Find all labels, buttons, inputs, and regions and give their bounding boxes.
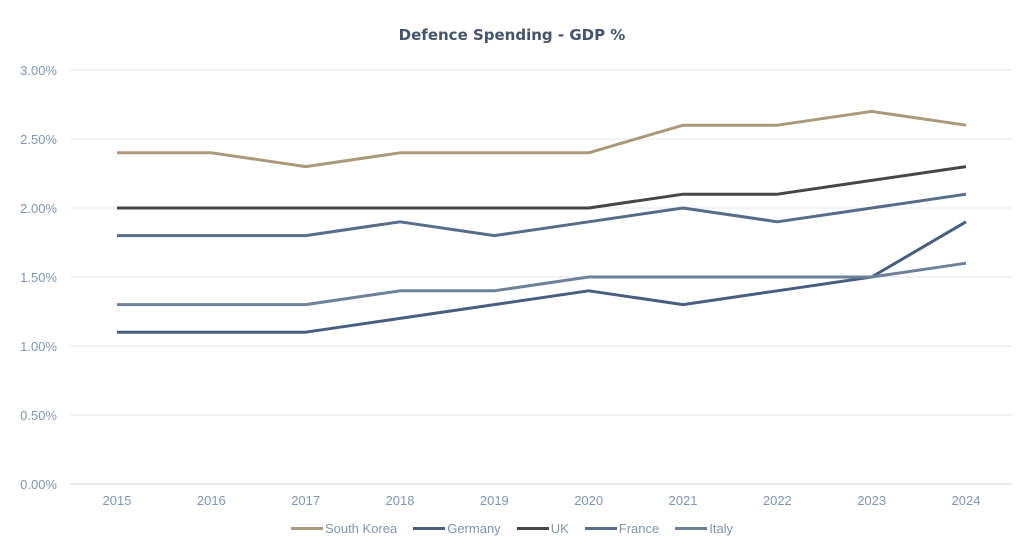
legend-label: Italy [709, 521, 734, 536]
x-tick-label: 2016 [197, 493, 226, 508]
x-tick-label: 2019 [480, 493, 509, 508]
x-axis-ticks: 2015 2016 2017 2018 2019 2020 2021 2022 2023 2024 [103, 493, 981, 508]
y-tick-label: 0.50% [20, 408, 57, 423]
y-axis-ticks: 0.00% 0.50% 1.00% 1.50% 2.00% 2.50% 3.00% [20, 63, 57, 492]
y-tick-label: 2.00% [20, 201, 57, 216]
legend-label: South Korea [324, 521, 398, 536]
legend-item-france: France [584, 521, 660, 536]
x-tick-label: 2017 [291, 493, 320, 508]
series-lines [117, 109, 967, 334]
x-tick-label: 2018 [386, 493, 415, 508]
legend-swatch [675, 527, 708, 530]
series-line-uk [117, 165, 967, 210]
y-tick-label: 3.00% [20, 63, 57, 78]
x-tick-label: 2021 [669, 493, 698, 508]
legend-swatch [290, 527, 323, 530]
series-line-germany [117, 220, 967, 334]
legend-label: France [618, 521, 660, 536]
x-tick-label: 2015 [103, 493, 132, 508]
legend-label: UK [550, 521, 569, 536]
legend-swatch [516, 527, 549, 530]
series-line-italy [117, 261, 967, 307]
x-tick-label: 2024 [952, 493, 981, 508]
legend: South Korea Germany UK France Italy [0, 521, 1024, 536]
series-line-south-korea [117, 109, 967, 169]
legend-item-germany: Germany [413, 521, 501, 536]
legend-item-uk: UK [516, 521, 569, 536]
y-tick-label: 1.50% [20, 270, 57, 285]
x-tick-label: 2022 [763, 493, 792, 508]
legend-swatch [584, 527, 617, 530]
y-tick-label: 1.00% [20, 339, 57, 354]
x-tick-label: 2023 [857, 493, 886, 508]
series-line-france [117, 192, 967, 238]
legend-swatch [413, 527, 446, 530]
legend-label: Germany [447, 521, 501, 536]
x-tick-label: 2020 [574, 493, 603, 508]
legend-item-south-korea: South Korea [290, 521, 398, 536]
y-tick-label: 2.50% [20, 132, 57, 147]
chart-title: Defence Spending - GDP % [398, 26, 626, 44]
legend-item-italy: Italy [675, 521, 733, 536]
y-tick-label: 0.00% [20, 477, 57, 492]
